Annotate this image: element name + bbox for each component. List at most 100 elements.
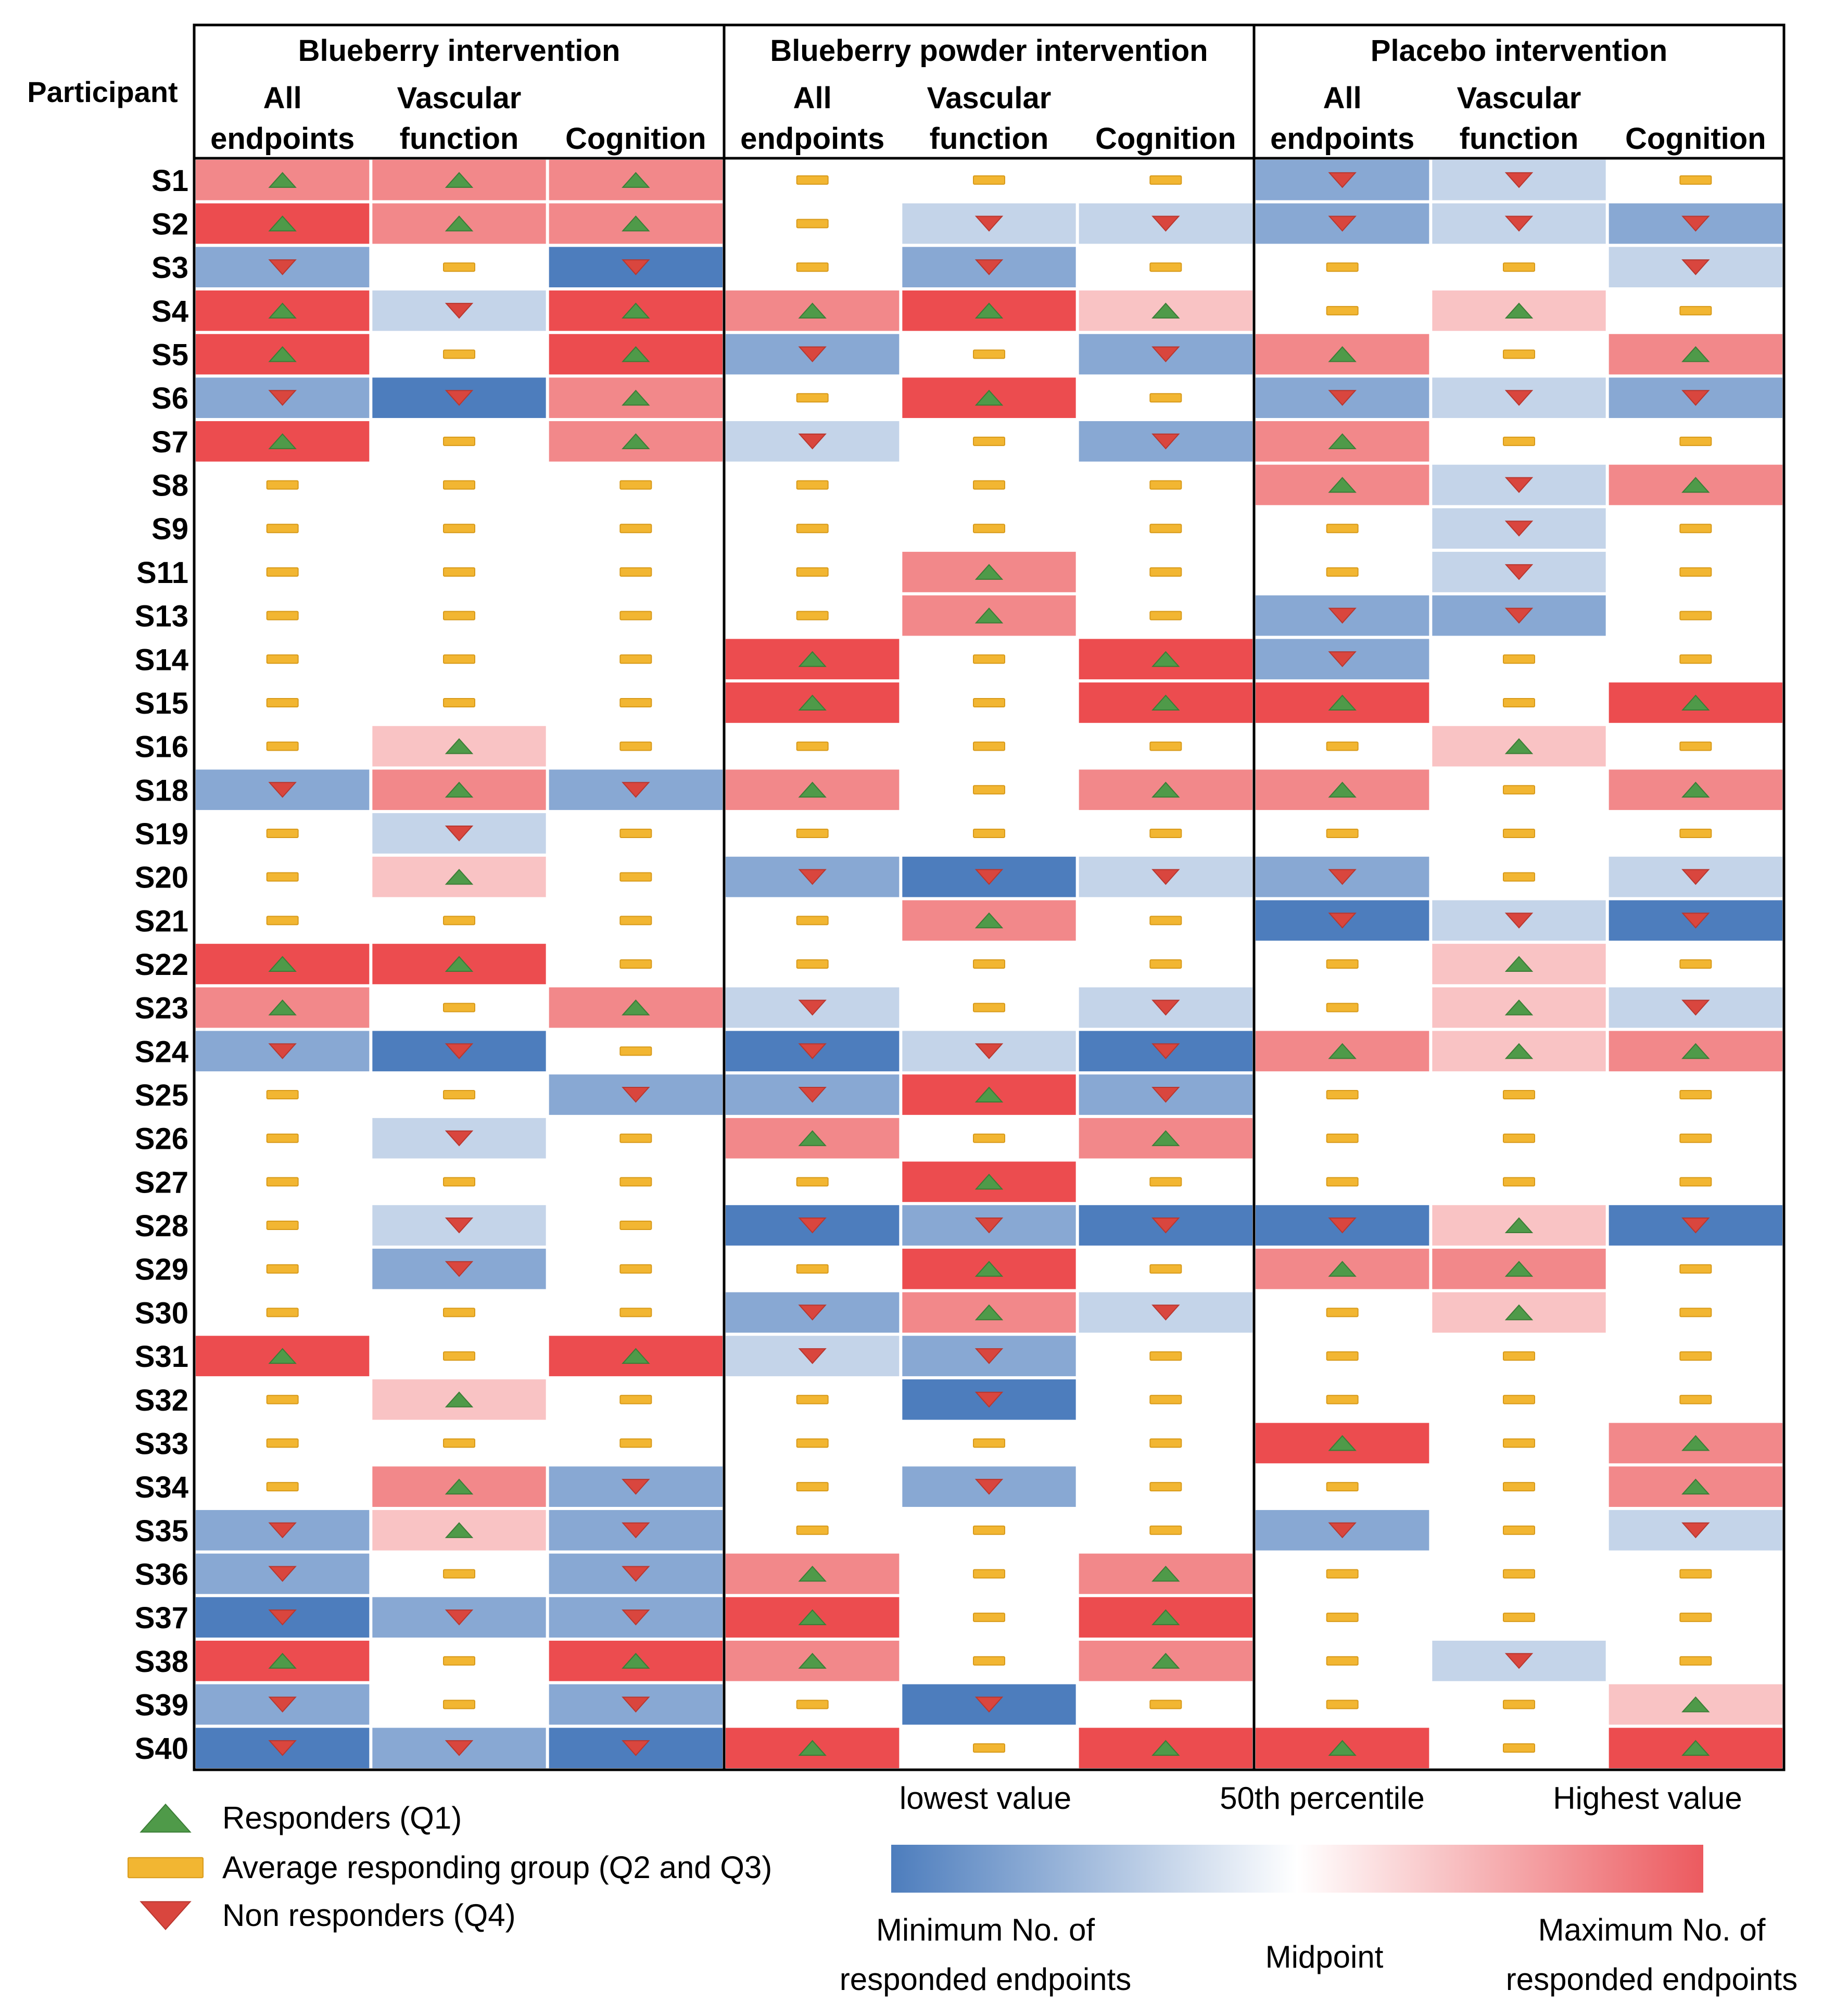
average-marker-icon	[443, 1177, 475, 1187]
non-responder-marker-icon	[1681, 1218, 1710, 1234]
average-marker-icon	[1149, 1700, 1182, 1709]
average-marker-icon	[796, 219, 829, 229]
legend-item: Responders (Q1)	[140, 1801, 462, 1835]
average-marker-icon	[1679, 1177, 1712, 1187]
participant-label: S31	[135, 1340, 188, 1374]
average-marker-icon	[796, 1177, 829, 1187]
responder-marker-icon	[445, 1391, 474, 1408]
responder-marker-icon	[445, 1478, 474, 1495]
average-marker-icon	[1679, 1394, 1712, 1404]
scale-label-midpoint: Midpoint	[1265, 1939, 1384, 1974]
responder-marker-icon	[1151, 302, 1180, 319]
average-marker-icon	[1503, 349, 1535, 359]
average-marker-icon	[1149, 524, 1182, 534]
responder-marker-icon	[268, 999, 297, 1016]
average-marker-icon	[619, 524, 652, 534]
non-responder-marker-icon	[1504, 172, 1534, 188]
average-marker-icon	[1503, 654, 1535, 664]
column-header-line2: function	[930, 122, 1049, 156]
average-marker-icon	[443, 262, 475, 272]
legend-label: Average responding group (Q2 and Q3)	[222, 1850, 772, 1885]
average-marker-icon	[1503, 1525, 1535, 1535]
responder-marker-icon	[268, 433, 297, 449]
responder-marker-icon	[268, 1653, 297, 1669]
average-marker-icon	[1326, 567, 1359, 577]
participant-label: S4	[151, 295, 188, 328]
average-marker-icon	[266, 1090, 299, 1100]
average-marker-icon	[1503, 1482, 1535, 1492]
average-marker-icon	[973, 1613, 1005, 1622]
responder-marker-icon	[1504, 1304, 1534, 1321]
responder-marker-icon	[622, 389, 650, 406]
non-responder-marker-icon	[1151, 1218, 1180, 1234]
participant-label: S36	[135, 1557, 188, 1591]
participant-label: S1	[151, 164, 188, 198]
responder-marker-icon	[798, 1130, 827, 1146]
average-marker-icon	[619, 1221, 652, 1231]
average-marker-icon	[1326, 1177, 1359, 1187]
average-marker-icon	[619, 1308, 652, 1317]
non-responder-marker-icon	[1328, 172, 1357, 188]
responder-marker-icon	[445, 172, 474, 188]
non-responder-marker-icon	[974, 1043, 1004, 1059]
responder-marker-icon	[268, 1348, 297, 1364]
non-responder-marker-icon	[268, 1522, 297, 1539]
average-marker-icon	[1149, 1177, 1182, 1187]
average-marker-icon	[973, 349, 1005, 359]
average-marker-icon	[1503, 1743, 1535, 1753]
responder-marker-icon	[974, 1304, 1004, 1321]
average-marker-icon	[443, 480, 475, 490]
responder-marker-icon	[1504, 1217, 1534, 1234]
non-responder-marker-icon	[1151, 1304, 1180, 1321]
non-responder-marker-icon	[798, 346, 827, 363]
legend-item: Non responders (Q4)	[140, 1898, 516, 1933]
non-responder-marker-icon	[1328, 215, 1357, 232]
non-responder-marker-icon	[1151, 1043, 1180, 1059]
average-marker-icon	[973, 524, 1005, 534]
table-frame	[193, 23, 1786, 1771]
responder-marker-icon	[622, 215, 650, 232]
participant-label: S22	[135, 948, 188, 982]
average-marker-icon	[266, 1394, 299, 1404]
average-marker-icon	[973, 175, 1005, 185]
average-marker-icon	[266, 611, 299, 620]
average-marker-icon	[1679, 828, 1712, 838]
non-responder-marker-icon	[1504, 521, 1534, 537]
non-responder-marker-icon	[445, 1130, 474, 1147]
non-responder-marker-icon	[798, 1304, 827, 1321]
responder-marker-icon	[974, 1173, 1004, 1190]
non-responder-marker-icon	[1151, 869, 1180, 885]
responder-marker-icon	[445, 781, 474, 798]
average-marker-icon	[619, 654, 652, 664]
participant-label: S32	[135, 1384, 188, 1417]
average-marker-icon	[1149, 1264, 1182, 1274]
responder-marker-icon	[1504, 1261, 1534, 1277]
average-marker-icon	[973, 698, 1005, 707]
average-marker-icon	[796, 480, 829, 490]
responder-marker-icon	[268, 346, 297, 362]
responder-marker-icon	[1151, 1565, 1180, 1582]
average-marker-icon	[1149, 1351, 1182, 1361]
participant-label: S19	[135, 817, 188, 851]
responder-marker-icon	[1151, 1130, 1180, 1146]
average-marker-icon	[1326, 1090, 1359, 1100]
average-marker-icon	[796, 828, 829, 838]
average-marker-icon	[973, 480, 1005, 490]
average-marker-icon	[619, 611, 652, 620]
average-marker-icon	[1149, 175, 1182, 185]
participant-label: S38	[135, 1645, 188, 1679]
non-responder-marker-icon	[1504, 215, 1534, 232]
responder-marker-icon	[1681, 1478, 1710, 1495]
average-marker-icon	[1149, 1394, 1182, 1404]
participant-label: S5	[151, 338, 188, 372]
average-marker-icon	[1326, 1394, 1359, 1404]
responder-marker-icon	[974, 1261, 1004, 1277]
average-marker-icon	[973, 1656, 1005, 1666]
average-marker-icon	[1503, 1613, 1535, 1622]
average-marker-icon	[1326, 1308, 1359, 1317]
group-header: Blueberry intervention	[298, 34, 621, 68]
responder-marker-icon	[1504, 302, 1534, 319]
average-marker-icon	[443, 436, 475, 446]
average-marker-icon	[619, 1394, 652, 1404]
participant-label: S18	[135, 774, 188, 807]
